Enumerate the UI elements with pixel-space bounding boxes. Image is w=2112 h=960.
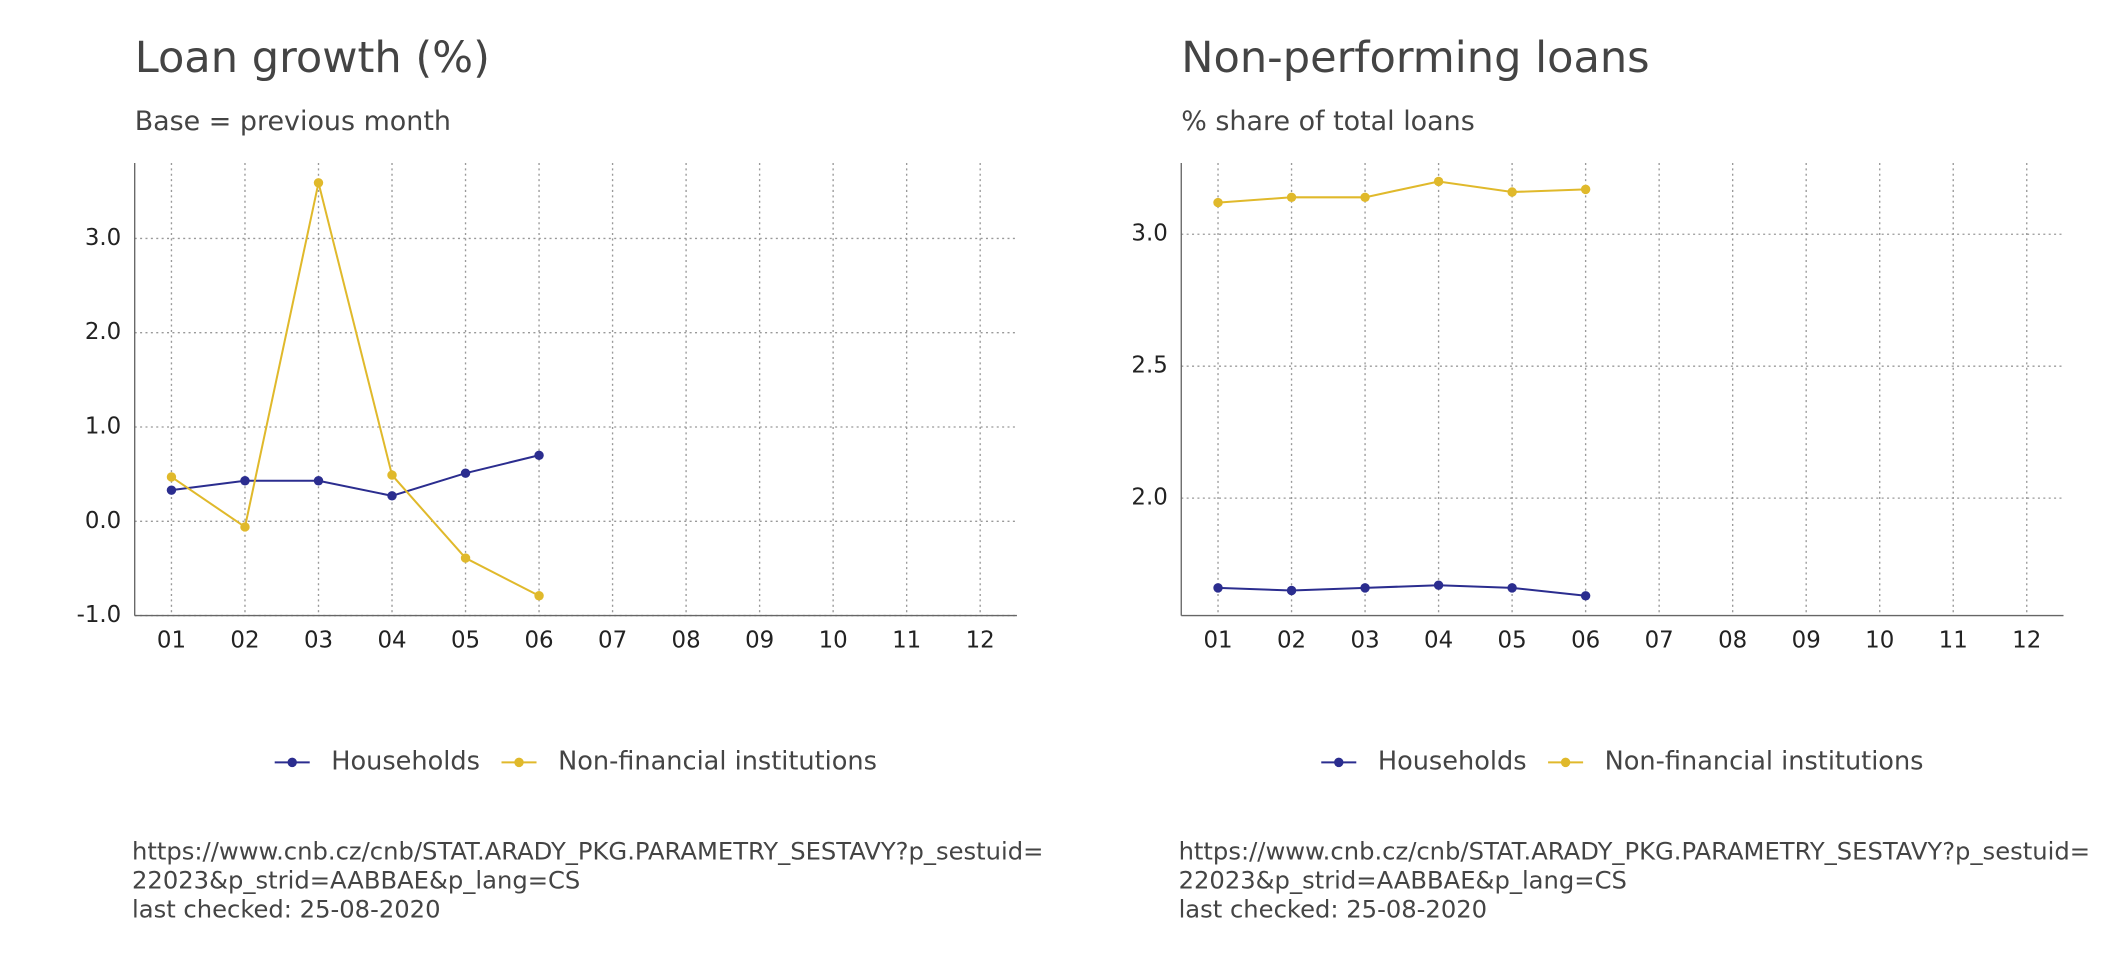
legend-swatch bbox=[1560, 757, 1571, 768]
chart-subtitle: % share of total loans bbox=[1181, 106, 1475, 137]
y-tick-label: 2.5 bbox=[1131, 353, 1167, 379]
data-point bbox=[1360, 583, 1370, 593]
x-tick-label: 05 bbox=[1498, 628, 1527, 654]
x-tick-label: 10 bbox=[819, 628, 848, 654]
legend-label: Households bbox=[1378, 746, 1527, 776]
y-tick-label: 3.0 bbox=[1131, 221, 1167, 247]
data-point bbox=[1433, 580, 1444, 590]
data-point bbox=[460, 553, 471, 563]
chart-subtitle: Base = previous month bbox=[135, 106, 451, 137]
legend-swatch bbox=[1334, 757, 1344, 768]
x-tick-label: 11 bbox=[1939, 628, 1968, 654]
series-line bbox=[171, 454, 540, 497]
x-tick-label: 05 bbox=[451, 628, 480, 654]
data-point bbox=[240, 522, 250, 532]
data-point bbox=[1507, 583, 1517, 593]
y-tick-label: 0.0 bbox=[85, 508, 121, 534]
x-tick-label: 04 bbox=[377, 628, 406, 654]
data-point bbox=[387, 491, 397, 501]
data-point bbox=[1580, 184, 1591, 195]
x-tick-label: 03 bbox=[1351, 628, 1380, 654]
data-point bbox=[1213, 197, 1223, 208]
legend-swatch bbox=[287, 757, 297, 768]
x-tick-label: 04 bbox=[1424, 628, 1453, 654]
data-point bbox=[240, 476, 250, 486]
x-tick-label: 03 bbox=[304, 628, 333, 654]
x-tick-label: 06 bbox=[525, 628, 554, 654]
y-tick-label: 1.0 bbox=[85, 413, 121, 439]
x-tick-label: 02 bbox=[1277, 628, 1306, 654]
x-tick-label: 08 bbox=[1718, 628, 1747, 654]
x-tick-label: 06 bbox=[1571, 628, 1600, 654]
legend: Households Non-financial institutions bbox=[1321, 746, 1924, 776]
data-point bbox=[1433, 176, 1444, 187]
source-note: 22023&p_strid=AABBAE&p_lang=CS bbox=[1179, 866, 1627, 895]
source-note: https://www.cnb.cz/cnb/STAT.ARADY_PKG.PA… bbox=[1179, 837, 2090, 866]
data-point bbox=[166, 485, 177, 495]
data-point bbox=[1580, 591, 1591, 601]
chart-title: Non-performing loans bbox=[1181, 33, 1649, 83]
data-point bbox=[166, 472, 177, 482]
x-tick-label: 12 bbox=[2012, 628, 2041, 654]
x-tick-label: 07 bbox=[598, 628, 627, 654]
x-tick-label: 02 bbox=[230, 628, 259, 654]
x-tick-label: 01 bbox=[157, 628, 186, 654]
x-tick-label: 01 bbox=[1203, 628, 1232, 654]
x-tick-label: 09 bbox=[1792, 628, 1821, 654]
x-tick-label: 12 bbox=[966, 628, 995, 654]
series-line bbox=[1217, 180, 1586, 204]
data-point bbox=[460, 468, 471, 478]
data-point bbox=[313, 178, 324, 188]
x-tick-label: 11 bbox=[892, 628, 921, 654]
x-tick-label: 09 bbox=[745, 628, 774, 654]
x-tick-label: 07 bbox=[1645, 628, 1674, 654]
y-tick-label: 2.0 bbox=[85, 319, 121, 345]
data-point bbox=[387, 470, 397, 480]
legend-label: Non-financial institutions bbox=[558, 746, 877, 776]
data-point bbox=[1507, 187, 1517, 197]
x-tick-label: 08 bbox=[672, 628, 701, 654]
data-point bbox=[1213, 583, 1223, 593]
y-tick-label: 3.0 bbox=[85, 225, 121, 251]
data-point bbox=[534, 591, 544, 601]
y-tick-label: -1.0 bbox=[77, 602, 122, 628]
source-note: last checked: 25-08-2020 bbox=[132, 895, 441, 924]
chart: Loan growth (%) Base = previous month -1.0… bbox=[77, 33, 1044, 923]
source-note: https://www.cnb.cz/cnb/STAT.ARADY_PKG.PA… bbox=[132, 837, 1043, 866]
data-point bbox=[1286, 585, 1297, 596]
legend-label: Households bbox=[331, 746, 480, 776]
legend-swatch bbox=[514, 757, 524, 768]
legend: Households Non-financial institutions bbox=[274, 746, 877, 776]
series-line bbox=[1217, 584, 1586, 597]
chart: Non-performing loans % share of total loa… bbox=[1131, 33, 2090, 923]
y-tick-label: 2.0 bbox=[1131, 485, 1167, 511]
data-point bbox=[313, 476, 324, 486]
data-point bbox=[534, 450, 544, 460]
source-note: last checked: 25-08-2020 bbox=[1179, 895, 1488, 924]
source-note: 22023&p_strid=AABBAE&p_lang=CS bbox=[132, 866, 580, 895]
chart-title: Loan growth (%) bbox=[135, 33, 490, 83]
series-line bbox=[170, 182, 540, 597]
data-point bbox=[1360, 192, 1370, 203]
data-point bbox=[1286, 192, 1297, 203]
x-tick-label: 10 bbox=[1865, 628, 1894, 654]
legend-label: Non-financial institutions bbox=[1605, 746, 1924, 776]
